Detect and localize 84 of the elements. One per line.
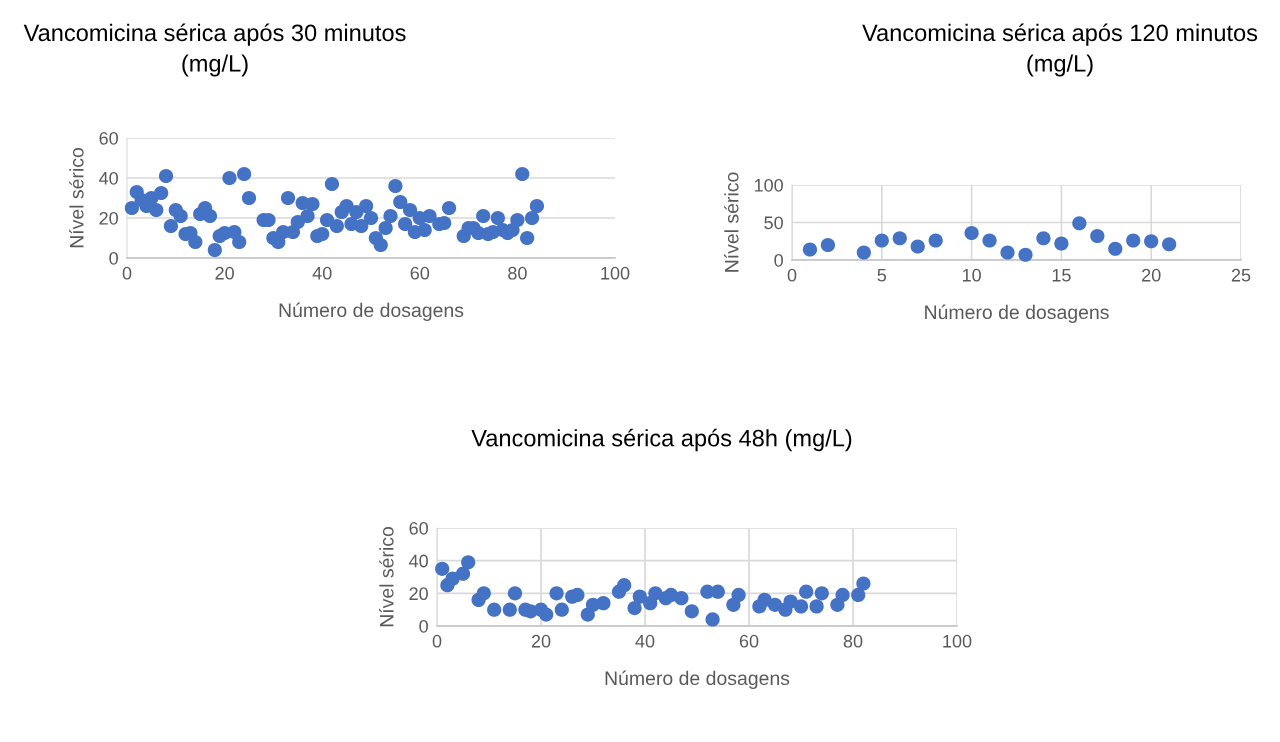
x-axis-title: Número de dosagens (605, 670, 790, 689)
x-axis-title: Número de dosagens (925, 304, 1109, 323)
point (802, 242, 818, 257)
point (502, 602, 517, 617)
point (874, 233, 889, 248)
x-tick-label: 0 (432, 634, 442, 648)
x-tick-label: 25 (1231, 268, 1251, 282)
y-tick-label: 50 (764, 216, 783, 230)
point (1144, 234, 1159, 249)
point (539, 607, 554, 622)
y-tick-label: 0 (109, 251, 118, 265)
y-tick-label: 60 (99, 131, 118, 145)
point (892, 231, 907, 246)
point (964, 225, 979, 241)
x-tick-label: 20 (531, 634, 551, 648)
chart-title: Vancomicina sérica após 120 minutos (mg/L) (862, 23, 1258, 77)
point (1162, 237, 1177, 252)
point (1018, 247, 1033, 262)
point (507, 586, 523, 601)
point (820, 237, 836, 253)
point (814, 586, 829, 601)
x-tick-label: 60 (739, 634, 759, 648)
point (793, 599, 809, 614)
y-tick-label: 40 (99, 171, 118, 185)
y-tick-label: 20 (409, 587, 428, 601)
point (835, 587, 850, 603)
point (476, 586, 491, 601)
point (1126, 233, 1141, 248)
x-tick-label: 40 (635, 634, 655, 648)
point (710, 584, 725, 599)
x-tick-label: 20 (1142, 268, 1161, 282)
point (851, 587, 866, 603)
x-axis-title: Número de dosagens (279, 302, 464, 321)
x-tick-label: 100 (943, 634, 972, 648)
point (596, 596, 611, 611)
x-tick-label: 15 (1052, 269, 1071, 282)
point (617, 578, 632, 593)
y-axis-title: Nível sérico (724, 172, 739, 272)
point (632, 589, 647, 604)
x-tick-label: 20 (215, 266, 234, 280)
point (684, 604, 699, 619)
point (1108, 241, 1123, 256)
x-tick-label: 0 (122, 266, 132, 280)
point (554, 602, 569, 617)
y-tick-label: 20 (99, 211, 118, 225)
y-tick-label: 40 (409, 554, 428, 568)
x-tick-label: 80 (508, 266, 527, 280)
point (487, 602, 502, 617)
y-tick-label: 0 (774, 253, 783, 267)
y-tick-label: 60 (409, 521, 428, 535)
y-tick-label: 0 (419, 619, 428, 633)
x-tick-label: 10 (962, 268, 981, 282)
point (809, 599, 824, 614)
point (1072, 216, 1087, 231)
point (767, 597, 783, 612)
point (856, 245, 871, 260)
point (627, 600, 642, 616)
point (570, 587, 585, 603)
x-tick-label: 80 (843, 634, 863, 648)
chart-title: Vancomicina sérica após 48h (mg/L) (471, 428, 852, 452)
point (856, 576, 871, 591)
point (435, 561, 450, 576)
point (549, 586, 564, 601)
point (1054, 236, 1069, 251)
y-axis-title: Nível sérico (69, 148, 84, 248)
point (705, 612, 720, 627)
point (731, 587, 746, 603)
x-tick-label: 5 (877, 269, 887, 282)
point (1036, 231, 1051, 246)
y-tick-label: 100 (754, 178, 783, 192)
point (910, 239, 925, 254)
point (1000, 245, 1015, 260)
point (799, 584, 814, 599)
point (982, 233, 997, 248)
x-tick-label: 0 (787, 268, 797, 282)
point (455, 566, 471, 581)
x-tick-label: 100 (601, 266, 630, 280)
point (674, 591, 689, 606)
x-tick-label: 40 (312, 266, 332, 280)
point (461, 555, 476, 570)
y-axis-title: Nível sérico (379, 527, 394, 627)
chart-title: Vancomicina sérica após 30 minutos (mg/L) (23, 23, 406, 77)
point (1090, 228, 1105, 244)
point (928, 233, 943, 248)
